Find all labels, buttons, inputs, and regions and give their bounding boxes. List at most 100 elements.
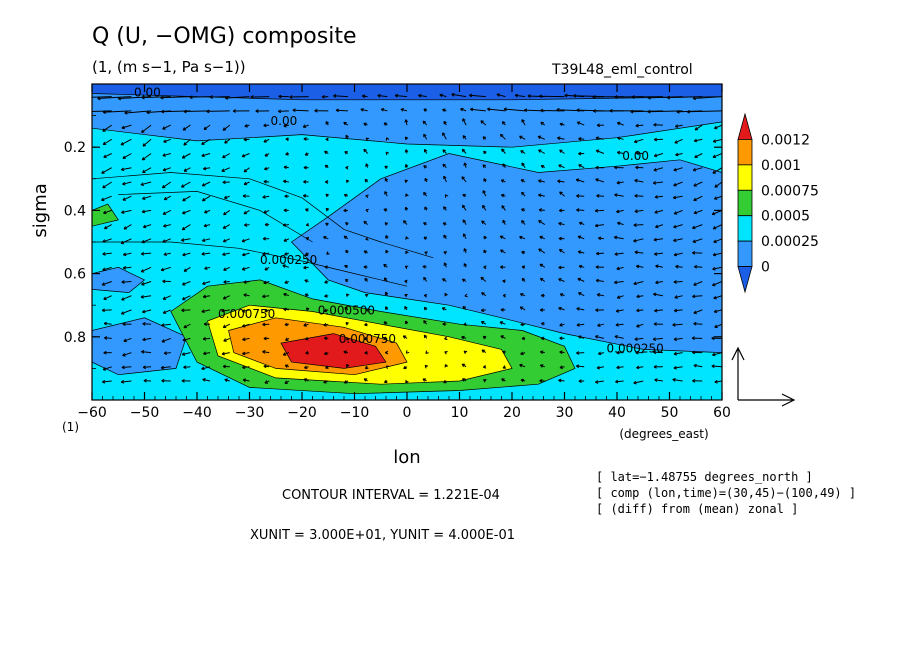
vector-arrowhead — [241, 267, 246, 271]
vector-arrow — [595, 178, 605, 183]
vector-arrowhead — [559, 350, 563, 355]
vector-arrowhead — [423, 293, 428, 298]
vector-arrow — [181, 224, 191, 231]
vector-arrow — [222, 153, 231, 159]
vector-arrowhead — [201, 153, 205, 158]
vector-arrow — [654, 379, 663, 382]
vector-arrowhead — [576, 351, 580, 355]
vector-arrowhead — [538, 208, 543, 212]
vector-arrow — [673, 167, 683, 171]
vector-arrowhead — [481, 349, 486, 353]
vector-arrowhead — [345, 165, 349, 170]
vector-arrowhead — [202, 166, 207, 171]
vector-arrowhead — [404, 206, 409, 211]
vector-arrow — [182, 352, 191, 356]
vector-arrowhead — [615, 379, 619, 384]
vector-arrowhead — [264, 380, 268, 384]
colorbar-label: 0.0005 — [761, 209, 810, 225]
vector-arrowhead — [559, 365, 563, 370]
vector-arrowhead — [201, 141, 205, 145]
vector-arrowhead — [221, 351, 225, 356]
vector-arrowhead — [442, 108, 446, 113]
vector-arrow — [442, 132, 447, 140]
vector-arrowhead — [223, 280, 227, 284]
vector-arrowhead — [385, 137, 390, 141]
vector-arrowhead — [501, 205, 505, 209]
vector-arrow — [673, 252, 683, 256]
vector-arrowhead — [83, 127, 86, 130]
vector-arrowhead — [673, 351, 677, 356]
vector-arrowhead — [221, 168, 225, 172]
vector-arrowhead — [573, 93, 577, 98]
contour-label: 0.000500 — [318, 304, 375, 318]
vector-arrowhead — [673, 211, 678, 215]
field-region-east-low — [290, 153, 722, 353]
vector-arrowhead — [595, 278, 600, 283]
vector-arrowhead — [262, 294, 266, 299]
vector-arrowhead — [463, 263, 467, 267]
vector-arrowhead — [559, 323, 563, 327]
vector-arrow — [162, 124, 172, 130]
contour-label: 0.00 — [622, 149, 649, 163]
vector-arrowhead — [557, 136, 561, 141]
vector-arrowhead — [120, 311, 125, 315]
vector-arrowhead — [443, 175, 447, 180]
vector-arrowhead — [712, 266, 716, 271]
vector-arrowhead — [160, 95, 164, 100]
vector-arrowhead — [209, 95, 213, 99]
vector-arrowhead — [203, 351, 207, 356]
vector-arrow — [262, 351, 270, 354]
vector-arrow — [92, 110, 112, 112]
vector-arrowhead — [324, 280, 328, 284]
vector-arrowhead — [343, 350, 347, 354]
vector-arrowhead — [520, 179, 525, 183]
vector-arrowhead — [202, 294, 207, 299]
vector-arrowhead — [635, 350, 639, 355]
vector-arrowhead — [595, 308, 599, 313]
vector-arrowhead — [243, 181, 248, 186]
colorbar-swatch — [737, 215, 753, 242]
vector-arrowhead — [262, 350, 266, 354]
vector-arrow — [141, 96, 171, 99]
vector-arrowhead — [539, 308, 544, 312]
vector-arrowhead — [163, 351, 168, 355]
vector-arrowhead — [124, 110, 128, 115]
vector-arrow — [203, 124, 211, 130]
vector-arrowhead — [520, 351, 524, 356]
vector-arrow — [250, 96, 270, 98]
vector-arrowhead — [103, 296, 107, 301]
vector-arrowhead — [666, 95, 671, 100]
vector-arrow — [222, 124, 231, 131]
vector-arrow — [203, 352, 211, 355]
vector-arrow — [102, 252, 112, 255]
vector-arrowhead — [597, 323, 601, 327]
vector-arrowhead — [364, 178, 369, 183]
vector-arrowhead — [284, 252, 288, 256]
vector-arrowhead — [242, 194, 246, 198]
vector-arrowhead — [499, 133, 504, 138]
vector-arrowhead — [692, 239, 696, 243]
vector-arrowhead — [222, 180, 226, 185]
vector-arrowhead — [480, 321, 485, 325]
vector-arrowhead — [364, 277, 368, 282]
vector-arrowhead — [521, 336, 525, 341]
vector-arrowhead — [263, 364, 267, 369]
vector-arrowhead — [282, 264, 286, 268]
vector-arrow — [462, 118, 467, 126]
vector-arrow — [653, 337, 663, 340]
vector-arrow — [182, 281, 191, 286]
vector-arrowhead — [424, 364, 429, 369]
vector-arrowhead — [323, 236, 327, 240]
vector-arrowhead — [146, 110, 150, 115]
vector-arrowhead — [346, 293, 350, 297]
vector-arrowhead — [653, 322, 657, 326]
vector-arrowhead — [496, 93, 500, 97]
vector-arrowhead — [303, 323, 307, 327]
vector-arrowhead — [500, 193, 505, 198]
vector-arrowhead — [82, 322, 85, 325]
vector-arrowhead — [222, 296, 227, 300]
vector-arrowhead — [263, 179, 267, 184]
colorbar-label: 0.0012 — [761, 132, 810, 148]
vector-arrow — [694, 138, 703, 142]
field-region-west-low — [92, 317, 187, 376]
